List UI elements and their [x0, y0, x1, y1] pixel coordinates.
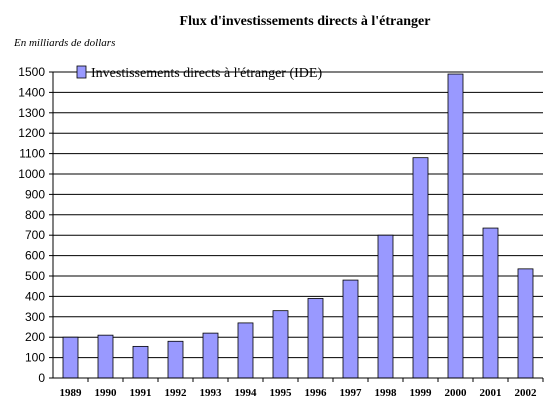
y-tick-label: 500 [25, 269, 45, 283]
y-tick-label: 1500 [18, 65, 45, 79]
y-tick-label: 300 [25, 310, 45, 324]
y-tick-label: 700 [25, 228, 45, 242]
y-tick-label: 1200 [18, 126, 45, 140]
bar-1998 [377, 234, 394, 379]
y-tick-label: 600 [25, 249, 45, 263]
y-tick-label: 0 [38, 371, 45, 385]
y-tick-label: 200 [25, 330, 45, 344]
bar-2002 [517, 268, 534, 379]
gridlines [53, 71, 543, 359]
x-tick-label: 1993 [200, 387, 223, 399]
x-tick-label: 2002 [515, 387, 538, 399]
x-tick-label: 1997 [340, 387, 363, 399]
x-tick-label: 2000 [445, 387, 468, 399]
legend: Investissements directs à l'étranger (ID… [76, 65, 322, 81]
bar-1994 [237, 322, 254, 379]
x-tick-label: 1998 [375, 387, 398, 399]
y-tick-label: 400 [25, 289, 45, 303]
bar-1999 [412, 157, 429, 379]
unit-label: En milliards de dollars [13, 37, 115, 49]
x-tick-label: 2001 [480, 387, 502, 399]
y-tick-label: 1300 [18, 106, 45, 120]
legend-label: Investissements directs à l'étranger (ID… [91, 66, 322, 81]
bar-1992 [167, 340, 184, 379]
x-tick-label: 1989 [60, 387, 83, 399]
bar-2000 [447, 73, 464, 379]
x-tick-label: 1992 [165, 387, 188, 399]
y-tick-label: 1100 [19, 147, 45, 161]
bar-1995 [272, 310, 289, 379]
chart-title: Flux d'investissements directs à l'étran… [180, 14, 431, 29]
x-tick-label: 1996 [305, 387, 328, 399]
bar-1989 [62, 336, 79, 379]
x-axis-ticks: 1989 1990 1991 1992 1993 1994 1995 1996 1997 1998… [60, 378, 544, 399]
bar-1996 [307, 298, 324, 379]
bar-1991 [132, 345, 149, 379]
x-tick-label: 1999 [410, 387, 433, 399]
bar-1993 [202, 332, 219, 379]
y-axis-ticks: 0 100 200 300 400 500 600 700 800 900 1000 1100 1200… [18, 65, 53, 385]
x-tick-label: 1990 [95, 387, 118, 399]
y-tick-label: 900 [25, 187, 45, 201]
y-tick-label: 1400 [18, 85, 45, 99]
y-tick-label: 1000 [18, 167, 45, 181]
x-tick-label: 1994 [235, 387, 258, 399]
x-tick-label: 1991 [130, 387, 152, 399]
x-tick-label: 1995 [270, 387, 293, 399]
y-tick-label: 800 [25, 208, 45, 222]
bars [62, 73, 534, 379]
bar-1990 [97, 334, 114, 379]
legend-swatch [76, 65, 87, 79]
bar-2001 [482, 227, 499, 379]
y-tick-label: 100 [25, 351, 45, 365]
bar-1997 [342, 279, 359, 379]
